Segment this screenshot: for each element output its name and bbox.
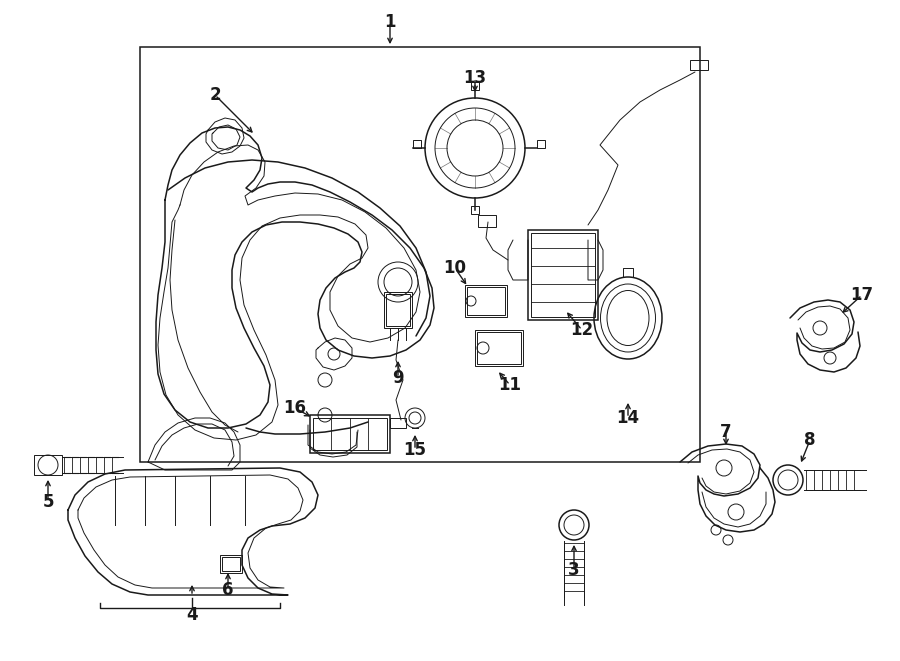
Bar: [528, 230, 598, 320]
Bar: [690, 60, 708, 70]
Bar: [386, 294, 410, 326]
Bar: [313, 418, 387, 450]
Bar: [222, 557, 240, 571]
Text: 10: 10: [444, 259, 466, 277]
Text: 2: 2: [209, 86, 220, 104]
Bar: [531, 233, 595, 317]
Bar: [140, 47, 700, 462]
Text: 13: 13: [464, 69, 487, 87]
Bar: [413, 140, 421, 148]
Bar: [310, 415, 390, 453]
Text: 8: 8: [805, 431, 815, 449]
Bar: [465, 285, 507, 317]
Bar: [478, 215, 496, 227]
Text: 14: 14: [616, 409, 640, 427]
Bar: [220, 555, 242, 573]
Bar: [390, 418, 406, 428]
Text: 7: 7: [720, 423, 732, 441]
Bar: [477, 332, 521, 364]
Text: 16: 16: [284, 399, 307, 417]
Text: 4: 4: [186, 606, 198, 624]
Text: 12: 12: [571, 321, 594, 339]
Text: 5: 5: [42, 493, 54, 511]
Bar: [34, 455, 62, 475]
Text: 15: 15: [403, 441, 427, 459]
Text: 11: 11: [499, 376, 521, 394]
Text: 9: 9: [392, 369, 404, 387]
Bar: [471, 82, 479, 90]
Bar: [537, 140, 545, 148]
Bar: [471, 206, 479, 214]
Text: 1: 1: [384, 13, 396, 31]
Text: 17: 17: [850, 286, 874, 304]
Bar: [467, 287, 505, 315]
Bar: [384, 292, 412, 328]
Text: 6: 6: [222, 581, 234, 599]
Bar: [475, 330, 523, 366]
Text: 3: 3: [568, 561, 580, 579]
